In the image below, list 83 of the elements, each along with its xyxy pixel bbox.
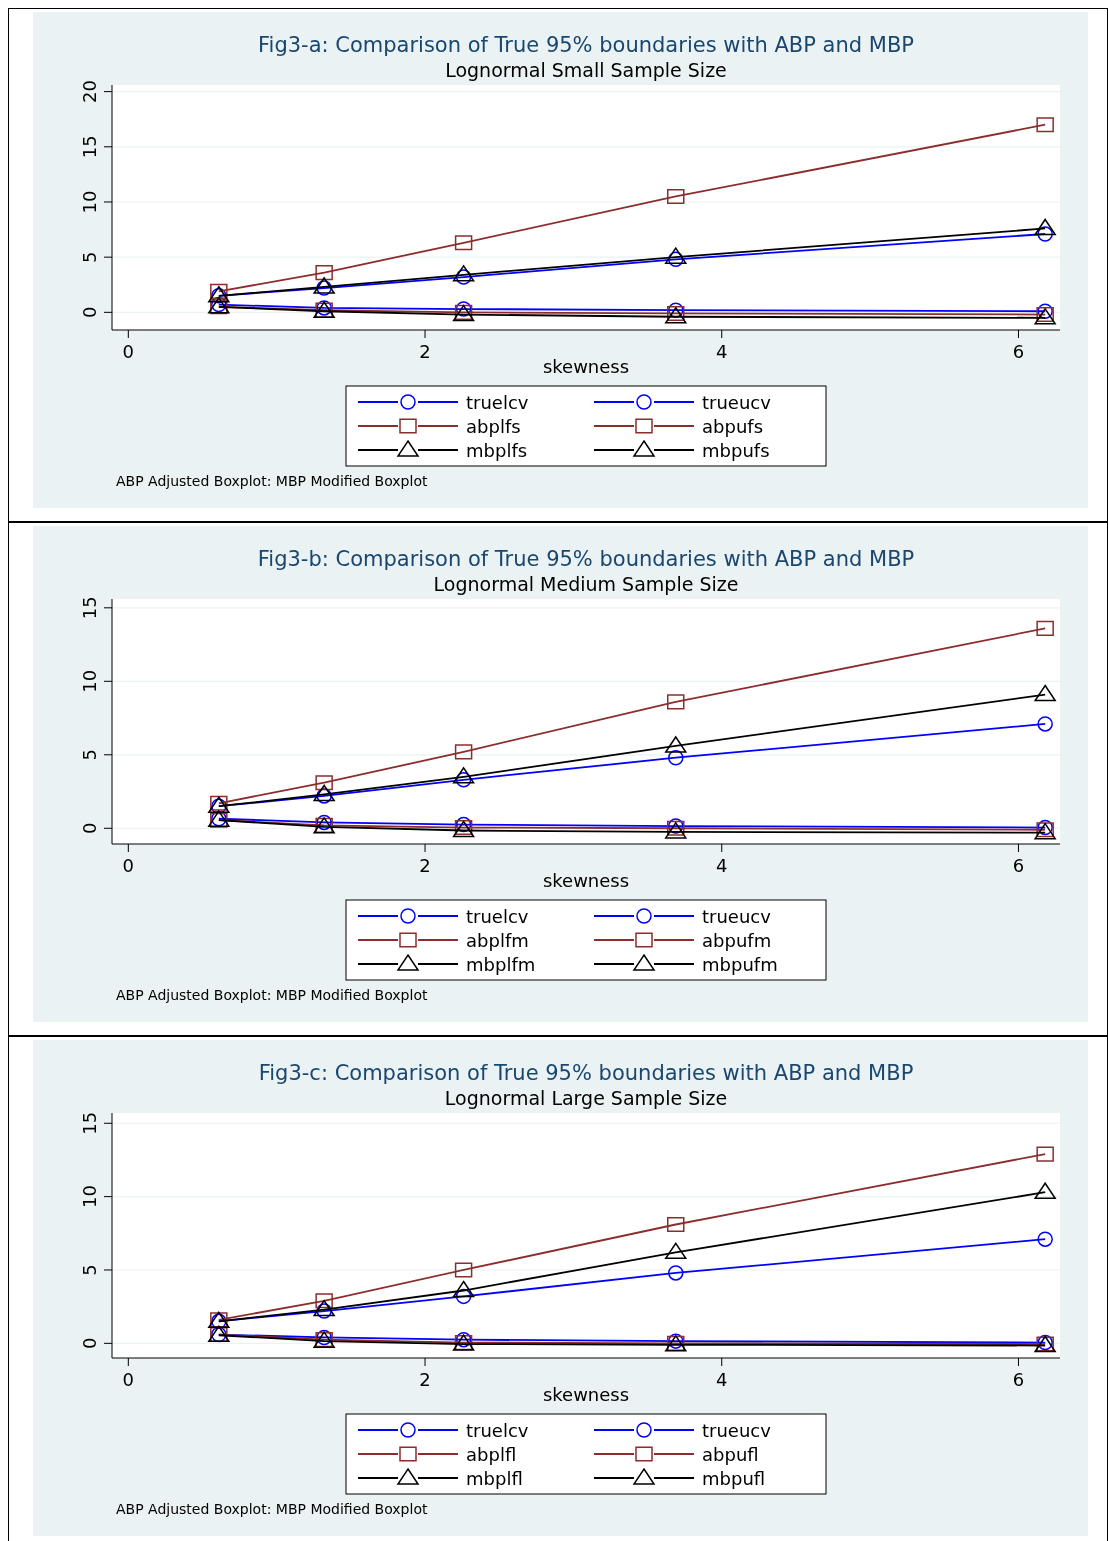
y-tick-label: 20	[79, 80, 100, 104]
legend-label: truelcv	[466, 906, 529, 927]
y-tick-label: 0	[79, 306, 100, 319]
point	[454, 235, 473, 251]
point	[452, 265, 475, 282]
y-tick-label: 5	[79, 749, 100, 761]
x-tick-label: 6	[1012, 1369, 1025, 1390]
legend-label: abplfs	[466, 416, 521, 437]
legend-label: truelcv	[466, 392, 529, 413]
y-tick-label: 5	[79, 251, 100, 263]
point	[452, 1280, 475, 1298]
point	[667, 694, 685, 710]
legend-label: abplfl	[466, 1444, 517, 1465]
point	[1034, 1182, 1056, 1199]
point	[313, 1299, 335, 1317]
point	[454, 1262, 473, 1278]
y-tick-label: 15	[79, 1111, 100, 1135]
y-tick-label: 0	[79, 1337, 100, 1350]
x-tick-label: 4	[716, 1369, 728, 1390]
x-tick-label: 2	[419, 1369, 431, 1390]
chart-subtitle: Lognormal Medium Sample Size	[433, 573, 739, 595]
text: ABP Adjusted Boxplot: MBP Modified Boxplot	[116, 473, 428, 489]
chart-subtitle: Lognormal Large Sample Size	[444, 1087, 728, 1109]
x-axis-title: skewness	[542, 1384, 630, 1405]
x-tick-label: 0	[122, 341, 135, 362]
point	[667, 188, 685, 205]
legend-label: mbplfl	[466, 1468, 523, 1489]
point	[1036, 1146, 1054, 1162]
chart-subtitle: Lognormal Small Sample Size	[445, 59, 727, 81]
point	[665, 736, 687, 753]
x-tick-label: 0	[122, 855, 135, 876]
point	[315, 775, 333, 791]
y-tick-label: 15	[79, 596, 100, 620]
x-tick-label: 4	[716, 341, 728, 362]
legend-label: abpufs	[702, 416, 764, 437]
y-tick-label: 0	[79, 822, 100, 834]
legend-label: mbplfs	[466, 440, 528, 461]
point	[1037, 1231, 1053, 1247]
point	[1037, 716, 1053, 732]
point	[667, 1216, 685, 1233]
x-tick-label: 0	[122, 1369, 135, 1390]
point	[452, 767, 475, 784]
point	[1034, 684, 1056, 702]
point	[454, 744, 473, 760]
x-tick-label: 6	[1012, 341, 1025, 362]
point	[210, 283, 228, 299]
y-tick-label: 5	[79, 1264, 100, 1276]
legend-label: abpufm	[702, 930, 772, 951]
point	[665, 247, 687, 264]
legend-label: trueucv	[702, 1420, 772, 1441]
y-tick-label: 10	[79, 1185, 100, 1209]
x-axis-title: skewness	[542, 356, 630, 377]
legend-label: mbpufl	[702, 1468, 766, 1489]
x-tick-label: 2	[419, 341, 431, 362]
point	[668, 1265, 684, 1281]
point	[1036, 117, 1054, 133]
chart-title: Fig3-a: Comparison of True 95% boundaries with ABP and MBP	[258, 33, 914, 57]
y-tick-label: 15	[79, 135, 100, 159]
point	[665, 1242, 687, 1260]
x-tick-label: 4	[716, 855, 728, 876]
y-tick-label: 10	[79, 669, 100, 693]
legend-label: mbplfm	[466, 954, 536, 975]
point	[1036, 620, 1054, 636]
legend-label: truelcv	[466, 1420, 529, 1441]
point	[1034, 218, 1056, 236]
legend-label: trueucv	[702, 906, 772, 927]
text: ABP Adjusted Boxplot: MBP Modified Boxplot	[116, 1501, 428, 1517]
legend-label: mbpufm	[702, 954, 778, 975]
x-tick-label: 2	[419, 855, 431, 876]
chart-title: Fig3-c: Comparison of True 95% boundaries with ABP and MBP	[258, 1061, 914, 1085]
legend-label: trueucv	[702, 392, 772, 413]
legend-label: abpufl	[702, 1444, 759, 1465]
point	[313, 784, 335, 802]
point	[315, 265, 333, 281]
x-tick-label: 6	[1012, 855, 1025, 876]
legend-label: mbpufs	[702, 440, 770, 461]
legend-label: abplfm	[466, 930, 529, 951]
point	[315, 1293, 333, 1309]
chart-title: Fig3-b: Comparison of True 95% boundaries with ABP and MBP	[257, 547, 915, 571]
point	[668, 749, 684, 766]
x-axis-title: skewness	[542, 870, 630, 891]
text: ABP Adjusted Boxplot: MBP Modified Boxplot	[116, 987, 428, 1003]
y-tick-label: 10	[79, 190, 100, 214]
